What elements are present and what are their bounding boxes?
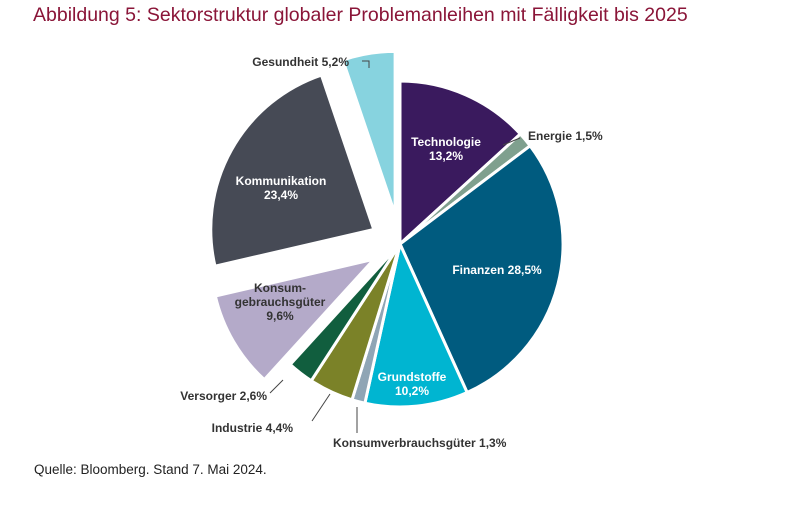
- slice-label-line: Technologie: [411, 135, 481, 149]
- chart-title: Abbildung 5: Sektorstruktur globaler Pro…: [33, 4, 688, 26]
- slice-label-line: Grundstoffe: [378, 370, 447, 384]
- pie-slice-versorger: [288, 242, 402, 383]
- slice-label-line: Konsum-: [254, 281, 306, 295]
- slice-label-konsumgebrauchsgueter: Konsum-gebrauchsgüter 9,6%: [235, 281, 326, 323]
- slice-label-line: 10,2%: [395, 384, 429, 398]
- leader-line-industrie: [311, 393, 331, 422]
- slice-label-line: 9,6%: [266, 309, 294, 323]
- slice-label-line: Finanzen 28,5%: [452, 263, 542, 277]
- pie-slice-technologie: [398, 79, 522, 246]
- slice-label-line: 23,4%: [264, 188, 298, 202]
- slice-label-kommunikation: Kommunikation 23,4%: [236, 174, 327, 202]
- slice-label-konsumverbrauchsgueter: Konsumverbrauchsgüter 1,3%: [333, 436, 507, 450]
- slice-label-line: Kommunikation: [236, 174, 327, 188]
- slice-label-technologie: Technologie 13,2%: [411, 135, 481, 163]
- pie-slice-konsumgebrauchsgueter: [213, 257, 376, 382]
- pie-slice-gesundheit: [341, 49, 397, 216]
- slice-label-line: 13,2%: [429, 149, 463, 163]
- slice-label-line: gebrauchsgüter: [235, 295, 326, 309]
- leader-line-gesundheit: [362, 60, 370, 68]
- slice-label-finanzen: Finanzen 28,5%: [452, 263, 542, 277]
- slice-label-line: Energie 1,5%: [528, 129, 603, 143]
- pie-slice-kommunikation: [209, 73, 376, 268]
- slice-label-line: Versorger 2,6%: [180, 389, 267, 403]
- slice-label-line: Gesundheit 5,2%: [252, 55, 349, 69]
- leader-line-energie: [502, 137, 521, 146]
- slice-label-gesundheit: Gesundheit 5,2%: [252, 55, 349, 69]
- slice-label-industrie: Industrie 4,4%: [212, 421, 294, 435]
- slice-label-line: Konsumverbrauchsgüter 1,3%: [333, 436, 507, 450]
- slice-label-versorger: Versorger 2,6%: [180, 389, 267, 403]
- leader-line-versorger: [269, 379, 284, 394]
- slice-label-energie: Energie 1,5%: [528, 129, 603, 143]
- slice-label-grundstoffe: Grundstoffe 10,2%: [378, 370, 447, 398]
- slice-label-line: Industrie 4,4%: [212, 421, 294, 435]
- source-note: Quelle: Bloomberg. Stand 7. Mai 2024.: [34, 462, 267, 477]
- pie-slice-grundstoffe: [363, 242, 469, 409]
